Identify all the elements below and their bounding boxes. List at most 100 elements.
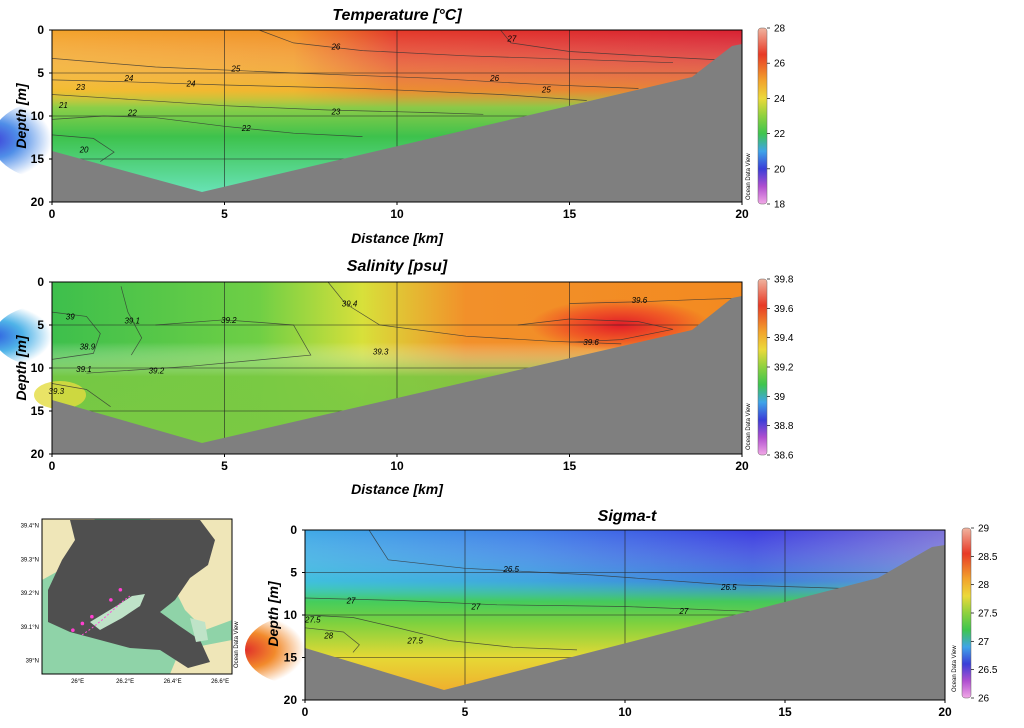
sigma-t-colorbar-tick-label: 26 (978, 694, 990, 705)
sigma-t-y-axis-label: Depth [m] (265, 580, 281, 647)
sigma-t-y-tick-label: 15 (284, 651, 298, 665)
map-lon-label: 26.2°E (116, 679, 134, 685)
salinity-colorbar: 38.6 38.8 39 39.2 39.4 39.6 39.8 Ocean Data Vi… (746, 275, 794, 462)
temperature-contour-line (51, 79, 587, 101)
map-lat-label: 39.2°N (21, 591, 39, 597)
temperature-colorbar-tick-label: 22 (774, 129, 786, 140)
temperature-colorbar-ticks: 18 20 22 24 26 28 (767, 24, 786, 211)
map-station-dot (71, 628, 75, 632)
temperature-axis-ticks: 0 5 10 15 20 0 5 10 15 20 (31, 23, 749, 221)
temperature-contour-line (258, 29, 674, 64)
salinity-contour-line (120, 286, 143, 356)
sigma-t-colorbar-gradient (961, 527, 972, 699)
temperature-x-tick-label: 5 (221, 207, 228, 221)
salinity-y-tick-label: 15 (31, 404, 45, 418)
temperature-colorbar-tick-label: 26 (774, 59, 786, 70)
salinity-contour-line (569, 297, 743, 304)
temperature-y-tick-label: 5 (37, 66, 44, 80)
salinity-colorbar-gradient (757, 278, 768, 456)
salinity-y-axis-label: Depth [m] (13, 334, 29, 401)
salinity-seafloor (52, 296, 742, 454)
salinity-contour-label: 39.6 (632, 296, 648, 305)
temperature-contour-line (51, 134, 115, 162)
map-frame (41, 518, 233, 675)
salinity-y-tick-label: 0 (37, 275, 44, 289)
temperature-x-tick-label: 15 (563, 207, 577, 221)
salinity-colorbar-tick-label: 39 (774, 392, 786, 403)
sigma-t-contour-line (304, 627, 360, 653)
temperature-plot-area: 27 26 25 26 25 24 24 23 23 21 22 22 20 (0, 29, 743, 203)
temperature-y-tick-label: 15 (31, 152, 45, 166)
sigma-t-colorbar-tick-label: 28 (978, 580, 990, 591)
salinity-contour-line (51, 383, 111, 407)
sigma-t-contour-label: 27.5 (304, 615, 321, 624)
map-bay-kalloni (90, 594, 145, 630)
salinity-contour-line (86, 319, 312, 374)
map-stations (71, 587, 123, 632)
temperature-y-axis-label: Depth [m] (13, 82, 29, 149)
station-map: 39.4°N 39.3°N 39.2°N 39.1°N 39°N 26°E 26.2°E 26… (21, 518, 240, 685)
temperature-contour-label: 27 (506, 35, 516, 44)
salinity-contour-label: 39.4 (342, 300, 358, 309)
sigma-t-contour-label: 27 (346, 597, 356, 606)
salinity-colorbar-ticks: 38.6 38.8 39 39.2 39.4 39.6 39.8 (767, 275, 794, 462)
temperature-contour-label: 22 (127, 109, 137, 118)
salinity-axis-ticks: 0 5 10 15 20 0 5 10 15 20 (31, 275, 749, 473)
salinity-y-tick-label: 5 (37, 318, 44, 332)
sigma-t-contour-line (368, 529, 850, 589)
map-bay-gera (190, 618, 208, 642)
salinity-contour-label: 39.2 (149, 367, 165, 376)
temperature-contour-label: 23 (330, 108, 340, 117)
temperature-y-tick-label: 0 (37, 23, 44, 37)
temperature-seafloor (52, 44, 742, 202)
temperature-y-tick-label: 10 (31, 109, 45, 123)
map-station-dot (80, 621, 85, 626)
map-lon-label: 26°E (71, 679, 84, 685)
temperature-contour-labels: 27 26 25 26 25 24 24 23 23 21 22 22 20 (58, 35, 551, 155)
temperature-contour-line (51, 115, 363, 137)
temperature-contour-lines (51, 29, 725, 162)
salinity-contour-line (517, 318, 674, 343)
sigma-t-y-tick-label: 0 (290, 523, 297, 537)
map-lat-label: 39°N (26, 659, 39, 665)
temperature-y-tick-label: 20 (31, 195, 45, 209)
salinity-odv-label: Ocean Data View (746, 403, 752, 450)
temperature-contour-label: 25 (541, 85, 551, 94)
sigma-t-x-tick-label: 10 (618, 705, 632, 719)
temperature-contour-label: 23 (75, 83, 85, 92)
sigma-t-odv-label: Ocean Data View (952, 645, 958, 692)
map-odv-label: Ocean Data View (234, 621, 240, 668)
map-lon-label: 26.6°E (211, 679, 229, 685)
salinity-colorbar-tick-label: 39.8 (774, 275, 794, 286)
sigma-t-contour-label: 27 (470, 603, 480, 612)
salinity-contour-label: 39.3 (373, 348, 389, 357)
sigma-t-x-tick-label: 5 (462, 705, 469, 719)
sigma-t-contour-label: 27.5 (406, 637, 423, 646)
map-land (42, 519, 232, 674)
salinity-fresh-core (0, 304, 110, 368)
sigma-t-y-tick-label: 5 (290, 566, 297, 580)
sigma-t-colorbar-tick-label: 28.5 (978, 552, 998, 563)
map-lon-label: 26.4°E (164, 679, 182, 685)
temperature-contour-label: 26 (330, 42, 340, 51)
temperature-contour-label: 24 (123, 74, 133, 83)
temperature-contour-line (500, 29, 725, 61)
sigma-t-colorbar-tick-label: 26.5 (978, 665, 998, 676)
temperature-x-tick-label: 20 (735, 207, 749, 221)
salinity-contour-label: 39.6 (583, 338, 599, 347)
salinity-x-tick-label: 10 (390, 459, 404, 473)
salinity-x-tick-label: 5 (221, 459, 228, 473)
salinity-contour-lines (51, 281, 743, 407)
sigma-t-contour-line (304, 597, 802, 614)
sigma-t-contour-label: 27 (678, 607, 688, 616)
salinity-contour-label: 39 (66, 312, 75, 321)
temperature-title: Temperature [°C] (332, 7, 462, 24)
temperature-x-tick-label: 0 (49, 207, 56, 221)
salinity-title: Salinity [psu] (347, 258, 448, 275)
map-station-dot (90, 614, 94, 619)
salinity-colorbar-tick-label: 39.2 (774, 363, 794, 374)
sigma-t-y-tick-label: 20 (284, 693, 298, 707)
